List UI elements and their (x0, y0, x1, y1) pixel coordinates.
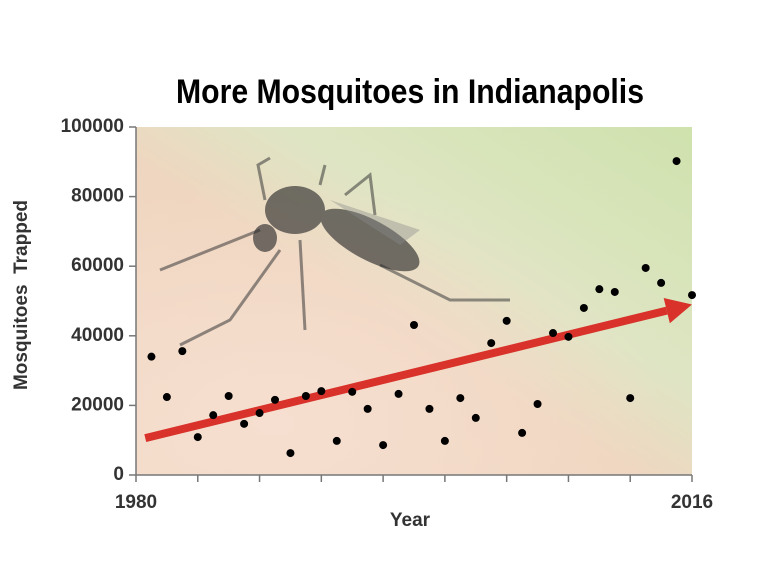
point (394, 389, 403, 398)
point (379, 441, 388, 450)
point (672, 157, 681, 166)
point (271, 395, 279, 404)
point (301, 392, 310, 401)
point (518, 428, 527, 437)
point (255, 409, 264, 418)
point (657, 278, 666, 287)
point (224, 392, 233, 401)
point (348, 387, 357, 396)
point (317, 387, 326, 396)
point (456, 394, 465, 403)
point (440, 436, 449, 445)
point (209, 411, 218, 420)
point (688, 291, 696, 300)
point (641, 263, 650, 272)
point (332, 436, 341, 445)
point (178, 347, 187, 356)
y-tick-label: 40000 (71, 325, 124, 346)
chart-title: More Mosquitoes in Indianapolis (176, 73, 644, 111)
y-tick-label: 60000 (71, 255, 124, 276)
point (579, 303, 588, 312)
point (363, 404, 372, 413)
point (533, 400, 542, 409)
point (610, 287, 619, 296)
y-tick-label: 0 (113, 464, 124, 485)
y-axis-label: Mosquitoes Trapped (11, 200, 32, 390)
point (549, 329, 557, 338)
point (471, 413, 480, 422)
point (240, 419, 249, 428)
point (425, 404, 434, 413)
y-tick-label: 80000 (71, 186, 124, 207)
trend-arrow-shaft (144, 306, 668, 442)
point (487, 339, 496, 348)
point (147, 352, 156, 361)
point (564, 332, 573, 341)
x-tick-label: 2016 (671, 492, 713, 513)
point (595, 285, 604, 294)
point (286, 449, 295, 458)
x-tick-label: 1980 (115, 492, 157, 513)
point (410, 321, 418, 330)
y-tick-label: 100000 (61, 116, 124, 137)
trend-arrow-head (663, 298, 692, 324)
point (626, 394, 635, 403)
x-axis-label: Year (390, 510, 431, 531)
point (193, 433, 202, 442)
point (162, 393, 171, 402)
point (502, 316, 511, 325)
y-tick-label: 20000 (71, 394, 124, 415)
